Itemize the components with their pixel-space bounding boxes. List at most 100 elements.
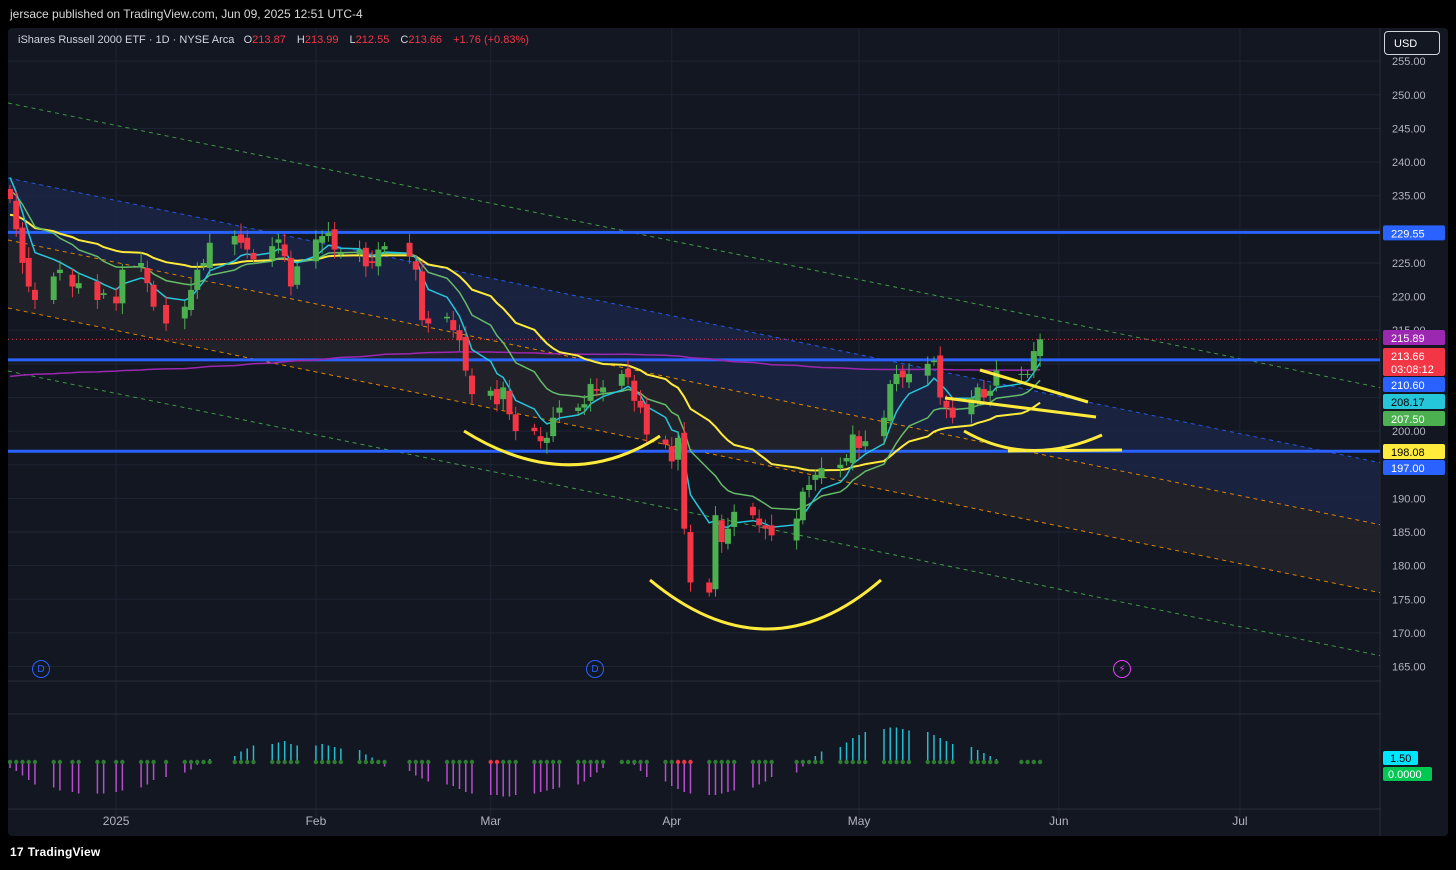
- candle: [69, 269, 76, 298]
- candle: [163, 295, 170, 331]
- candle-body: [1024, 373, 1031, 375]
- price-tag-label: 213.66: [1391, 351, 1425, 363]
- candle: [406, 233, 413, 264]
- squeeze-dot: [332, 759, 337, 765]
- candle-body: [643, 404, 650, 435]
- squeeze-dot: [245, 759, 250, 765]
- symbol-name: iShares Russell 2000 ETF · 1D · NYSE Arc…: [18, 34, 235, 46]
- price-tag-label: 197.00: [1391, 463, 1425, 475]
- squeeze-dot: [938, 759, 943, 765]
- candle: [181, 300, 188, 330]
- candle-body: [600, 387, 607, 393]
- squeeze-dot: [70, 759, 75, 765]
- squeeze-dot: [419, 759, 425, 765]
- countdown-label: 03:08:12: [1391, 364, 1434, 376]
- squeeze-dot: [806, 759, 812, 765]
- candle: [462, 326, 469, 377]
- squeeze-dot: [688, 759, 693, 765]
- chart-panel[interactable]: 255.00250.00245.00240.00235.00230.00225.…: [8, 28, 1448, 836]
- candle-body: [681, 432, 688, 529]
- candle-body: [312, 239, 319, 262]
- squeeze-dot: [488, 759, 493, 765]
- tradingview-logo-icon: 17: [10, 845, 24, 859]
- squeeze-dot: [863, 759, 868, 765]
- price-tag-label: 210.60: [1391, 380, 1425, 392]
- flash-event-icon[interactable]: ⚡: [1113, 660, 1131, 678]
- candle: [937, 346, 944, 405]
- squeeze-dot: [532, 759, 537, 765]
- candle: [687, 524, 694, 592]
- price-tag: [1383, 377, 1445, 392]
- squeeze-dot: [819, 759, 824, 765]
- candle: [543, 432, 550, 454]
- candle: [56, 260, 63, 281]
- candle-body: [281, 244, 288, 257]
- candle: [493, 380, 500, 412]
- candle: [100, 289, 107, 299]
- candle: [512, 406, 519, 441]
- candle: [837, 457, 844, 478]
- candle-body: [543, 437, 550, 443]
- candle: [706, 578, 713, 597]
- price-tick-label: 225.00: [1392, 258, 1426, 270]
- candle: [899, 364, 906, 389]
- candle: [188, 279, 195, 316]
- squeeze-dot: [550, 759, 556, 765]
- candle: [643, 396, 650, 444]
- price-tick-label: 255.00: [1392, 56, 1426, 68]
- candle: [281, 233, 288, 262]
- candle-body: [587, 384, 594, 401]
- tradingview-logo[interactable]: 17 TradingView: [10, 845, 100, 859]
- squeeze-dot: [800, 759, 806, 765]
- candle: [25, 247, 32, 293]
- dividend-event-icon[interactable]: D: [32, 660, 50, 678]
- squeeze-dot: [987, 759, 993, 765]
- candle: [425, 311, 432, 333]
- candle: [13, 191, 20, 237]
- candle-body: [593, 389, 600, 391]
- squeeze-dot: [163, 759, 169, 765]
- candle-body: [319, 236, 326, 243]
- candle: [681, 422, 688, 535]
- candle-body: [188, 289, 195, 311]
- price-tick-label: 180.00: [1392, 561, 1426, 573]
- candle-body: [381, 246, 388, 250]
- candle-body: [799, 491, 806, 521]
- chart-canvas[interactable]: 255.00250.00245.00240.00235.00230.00225.…: [8, 28, 1448, 836]
- squeeze-dot: [294, 759, 300, 765]
- squeeze-dot: [950, 759, 955, 765]
- low-label: L: [349, 34, 356, 46]
- candle: [275, 233, 282, 254]
- candle-body: [200, 262, 207, 267]
- price-tag: [1383, 460, 1445, 475]
- high-value: 213.99: [304, 34, 339, 46]
- candle: [731, 504, 738, 537]
- price-tick-label: 190.00: [1392, 493, 1426, 505]
- squeeze-dot: [638, 759, 643, 765]
- low-value: 212.55: [355, 34, 390, 46]
- candle: [587, 378, 594, 412]
- candle-body: [1018, 373, 1025, 375]
- price-tick-label: 170.00: [1392, 628, 1426, 640]
- candle: [818, 457, 825, 484]
- candle-body: [625, 368, 632, 378]
- candle-body: [362, 247, 369, 267]
- candle-body: [119, 269, 126, 304]
- candle: [631, 374, 638, 412]
- candle-body: [294, 266, 301, 285]
- price-tick-label: 200.00: [1392, 426, 1426, 438]
- candle-body: [31, 289, 38, 300]
- candle: [1030, 342, 1037, 378]
- candle: [144, 260, 151, 293]
- currency-button[interactable]: USD: [1384, 31, 1440, 55]
- squeeze-dot: [238, 759, 244, 765]
- candle-body: [406, 242, 413, 257]
- dividend-event-icon[interactable]: D: [586, 660, 604, 678]
- squeeze-dot: [582, 759, 587, 765]
- squeeze-dot: [376, 759, 381, 765]
- candle-body: [881, 417, 888, 437]
- squeeze-dot: [888, 759, 893, 765]
- squeeze-dot: [669, 759, 674, 765]
- squeeze-dot: [731, 759, 737, 765]
